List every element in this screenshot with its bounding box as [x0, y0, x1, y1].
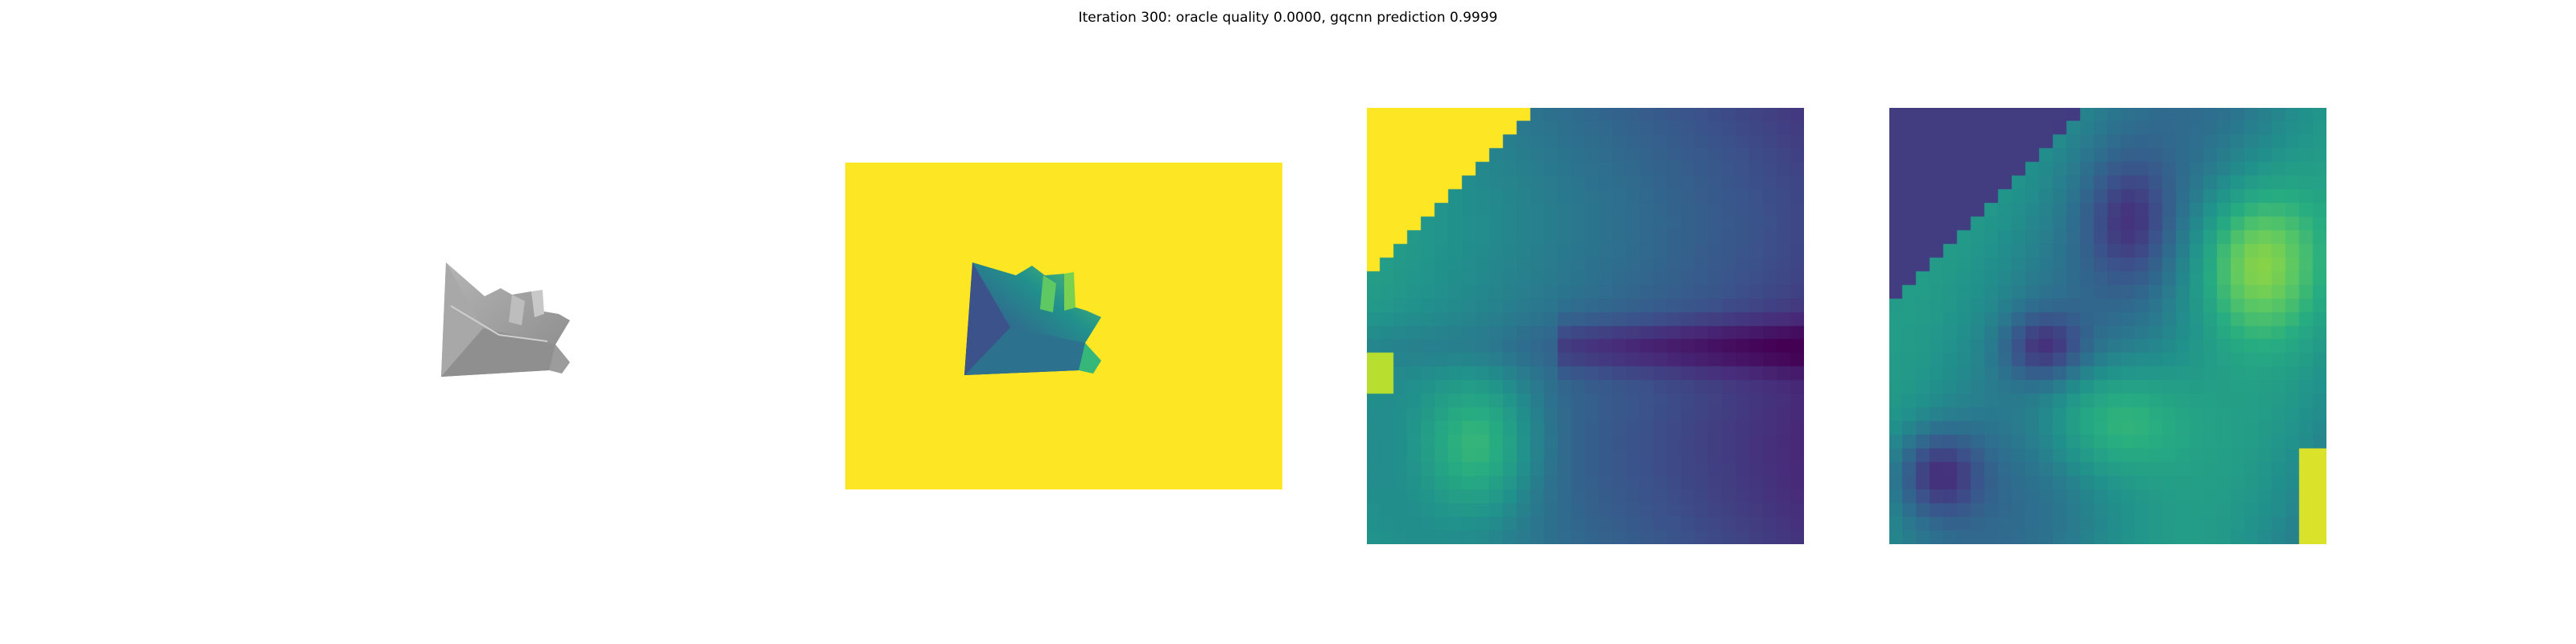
depth-crop-panel	[1367, 108, 1804, 544]
depth-image	[964, 262, 1101, 375]
figure-title: Iteration 300: oracle quality 0.0000, gq…	[1078, 10, 1498, 26]
rendered-object-panel	[435, 258, 596, 386]
depth-crop-heatmap	[1367, 108, 1804, 544]
rendered-object-image	[441, 262, 570, 377]
depth-crop-heatmap-2	[1889, 108, 2326, 544]
depth-image-panel	[845, 163, 1282, 489]
depth-crop-panel-2	[1889, 108, 2326, 544]
